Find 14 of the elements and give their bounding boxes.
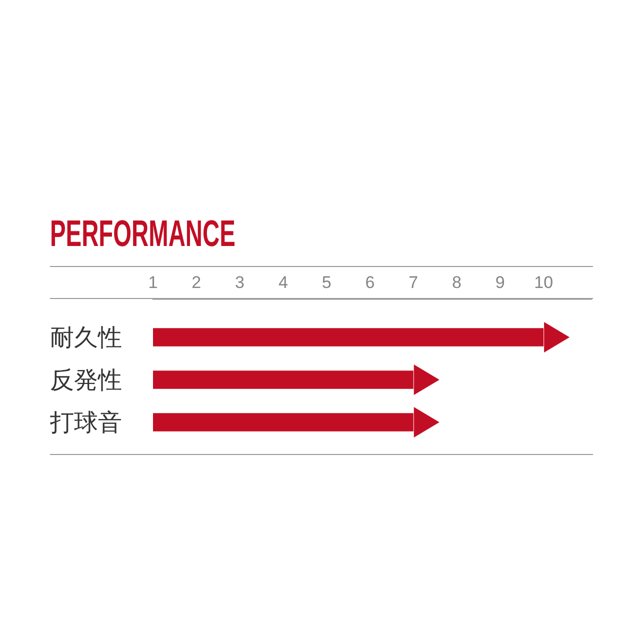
x-tick-label: 7 [408,273,418,292]
y-tick-label: 反発性 [50,366,122,394]
x-tick-label: 10 [534,273,554,292]
x-tick-label: 6 [365,273,375,292]
chart-title: PERFORMANCE [50,212,236,254]
x-tick-label: 9 [495,273,505,292]
x-tick-label: 5 [322,273,332,292]
y-tick-label: 打球音 [49,408,122,436]
x-tick-label: 4 [278,273,288,292]
x-tick-label: 3 [235,273,245,292]
x-tick-label: 2 [192,273,202,292]
y-tick-label: 耐久性 [50,323,122,352]
x-tick-label: 8 [452,273,462,292]
x-tick-label: 1 [148,273,158,292]
